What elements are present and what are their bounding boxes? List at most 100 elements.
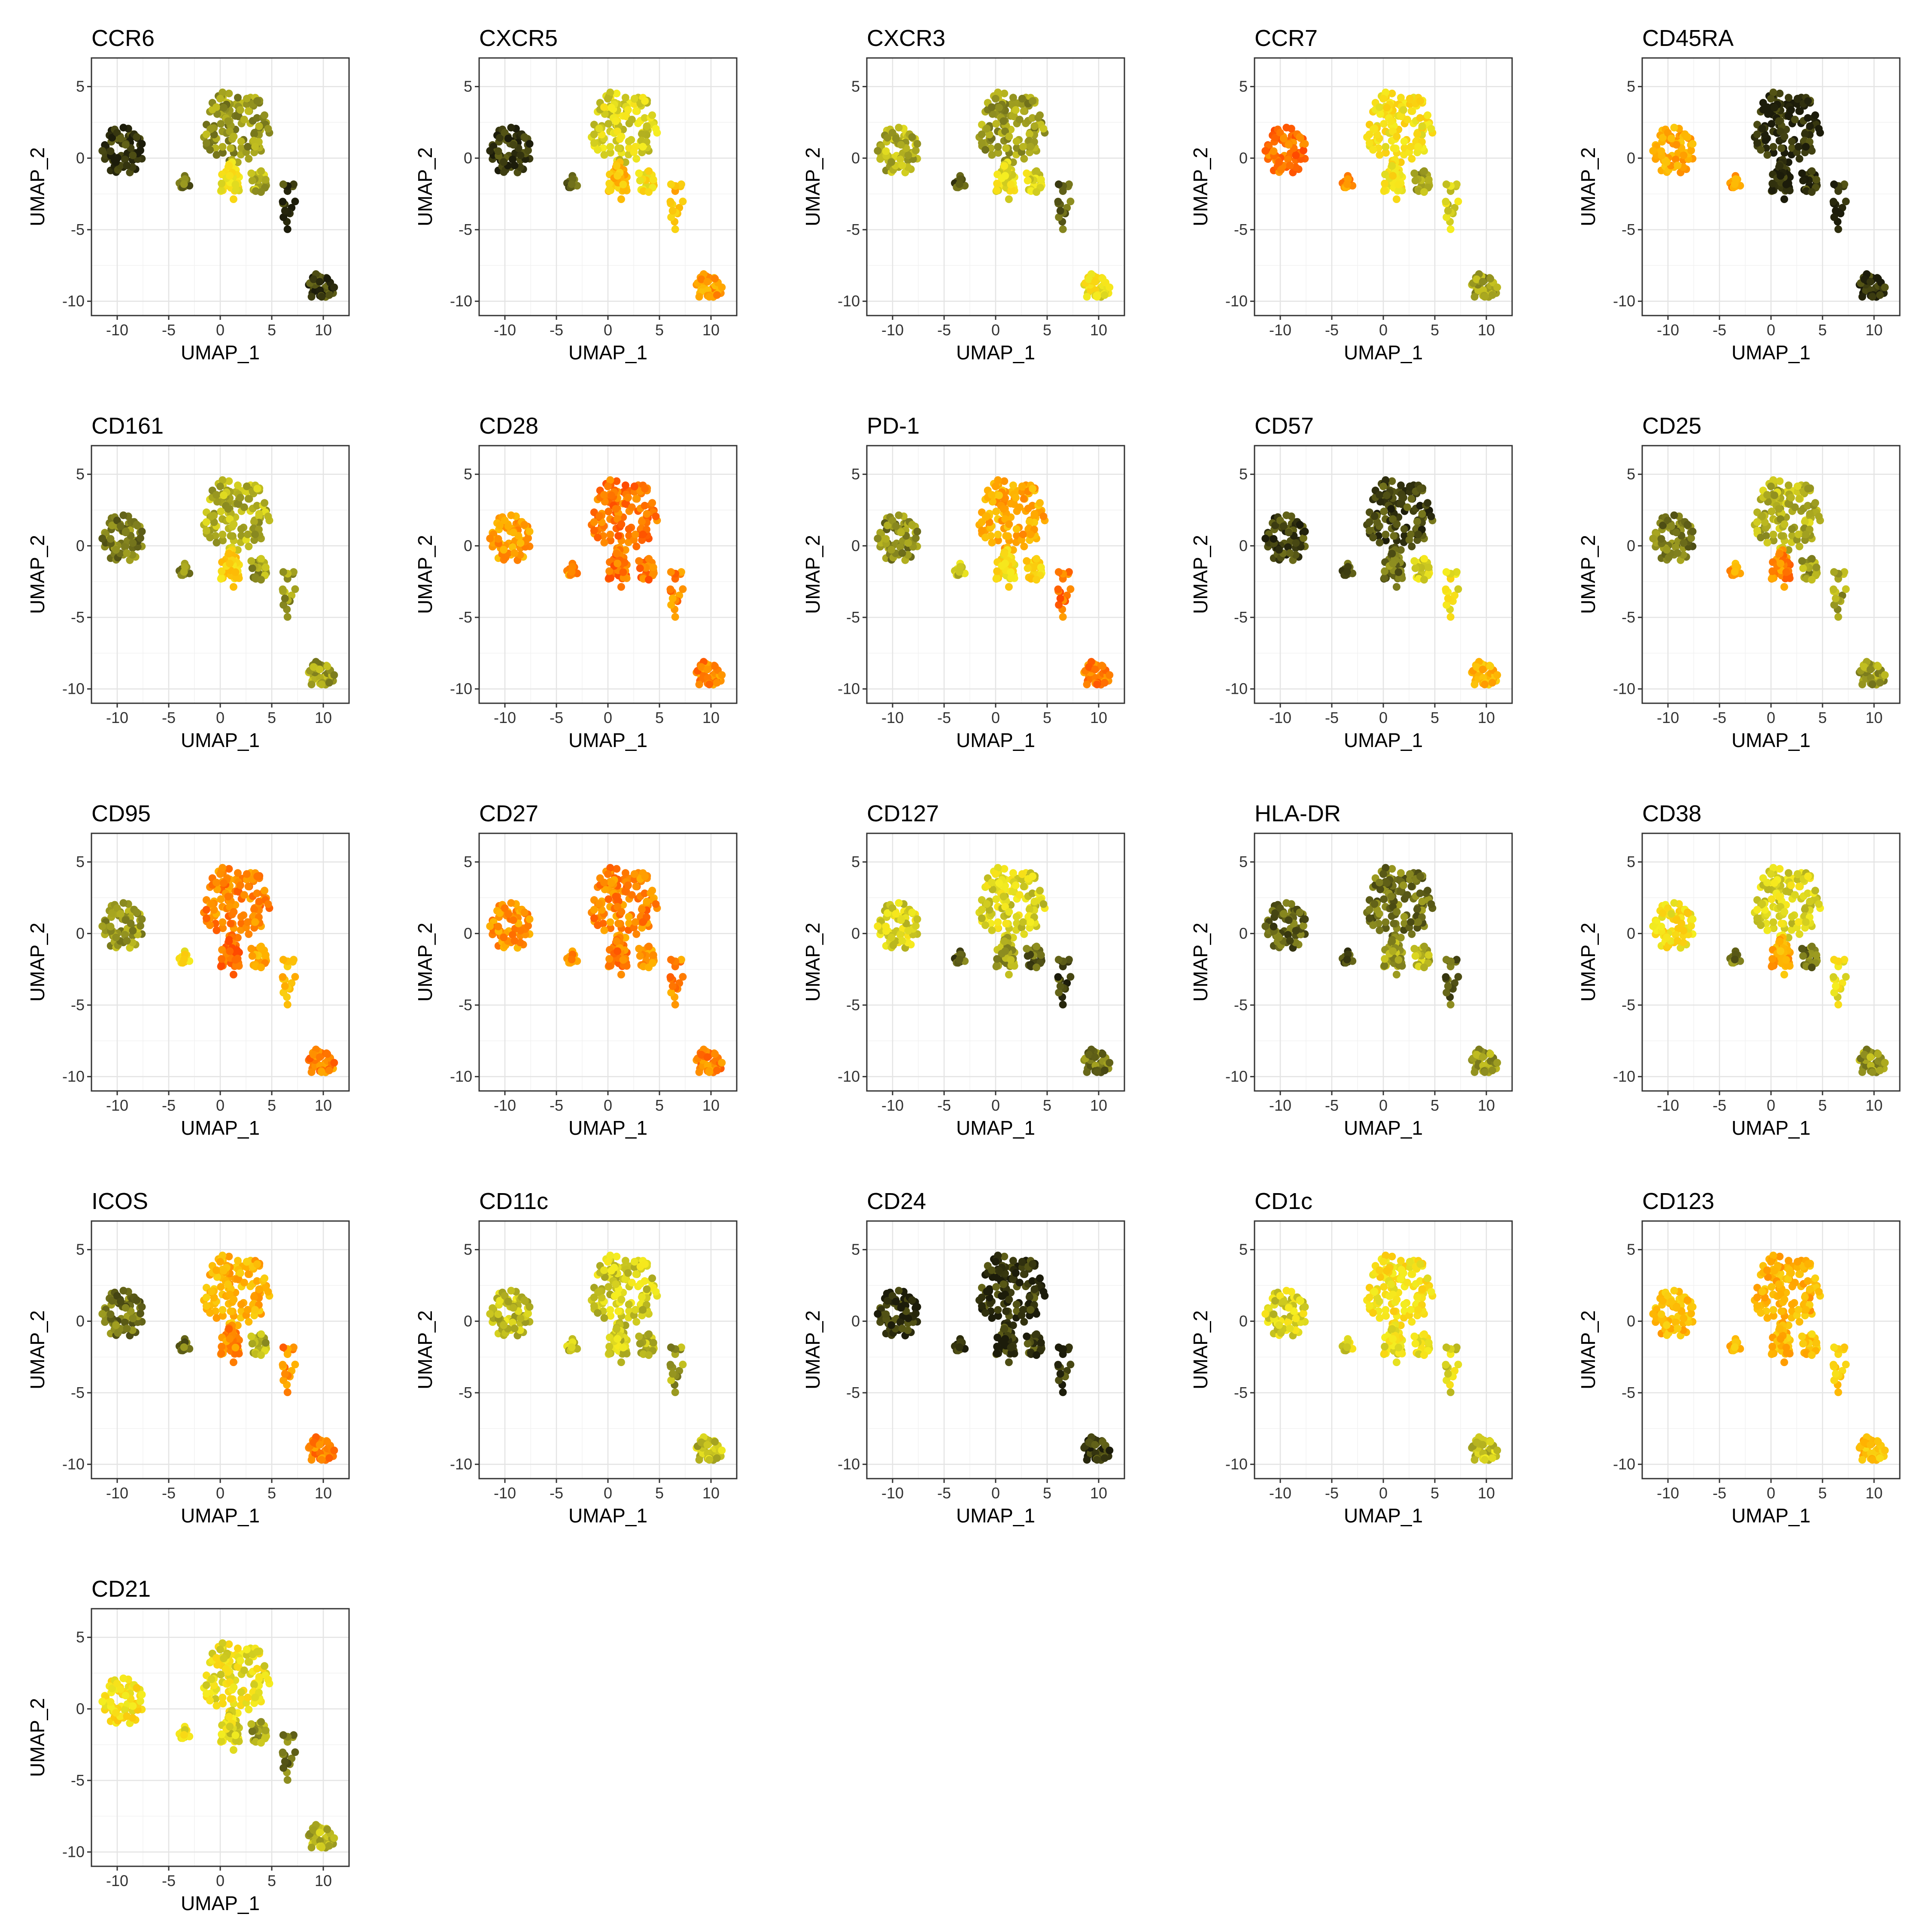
data-point [251,530,259,538]
y-axis-title: UMAP_2 [802,535,824,614]
data-point [636,952,644,960]
data-point [1815,512,1823,520]
data-point [1106,283,1114,292]
data-point [590,131,598,138]
data-point [1376,926,1384,934]
data-point [648,111,656,119]
data-point [600,151,608,159]
y-tick-label: 0 [76,537,85,554]
data-point [1000,865,1009,873]
data-point [1408,542,1416,550]
data-point [1414,918,1422,926]
data-point [1858,293,1866,301]
data-point [628,115,636,124]
data-point [216,94,224,103]
x-tick-label: 10 [1090,1097,1107,1114]
panel-title: CD28 [479,413,538,439]
data-point [595,512,603,520]
data-point [137,922,144,930]
data-point [226,559,234,568]
data-point [108,134,116,142]
panel-title: HLA-DR [1255,801,1341,826]
data-point [1768,507,1776,516]
data-point [897,141,905,149]
data-point [218,955,226,963]
data-point [1390,532,1398,540]
data-point [1830,568,1838,576]
data-point [1416,114,1424,122]
data-point [892,910,900,918]
data-point [1832,594,1840,602]
x-tick-label: -10 [494,709,516,726]
data-point [703,278,711,286]
data-point [981,146,990,154]
data-point [999,117,1008,125]
data-point [1663,158,1671,166]
x-axis-title: UMAP_1 [181,341,260,364]
data-point [218,567,226,575]
data-point [1009,481,1017,489]
x-tick-label: -5 [1325,709,1339,726]
data-point [1059,1000,1067,1009]
data-point [1793,482,1801,490]
data-point [652,125,660,133]
data-point [1782,180,1790,188]
data-point [1005,583,1013,591]
data-point [219,531,227,538]
data-point [1811,499,1820,507]
data-point [1388,477,1396,485]
data-point [1376,151,1384,159]
data-point [257,188,265,196]
data-point [1388,89,1396,97]
data-point [1020,930,1028,938]
data-point [978,914,986,922]
data-point [668,594,677,602]
data-point [510,549,519,557]
data-point [1689,528,1697,535]
data-point [1394,956,1403,964]
data-point [1369,534,1377,541]
data-point [1481,680,1489,689]
x-tick-label: 5 [1043,1097,1051,1114]
data-point [247,169,255,177]
y-tick-label: 0 [76,149,85,167]
data-point [1054,956,1063,964]
data-point [981,534,990,541]
x-axis-title: UMAP_1 [568,341,647,364]
data-point [224,117,232,125]
y-axis-title: UMAP_2 [802,147,824,226]
data-point [711,275,719,283]
data-point [1758,512,1766,520]
point-cloud [874,88,1114,301]
data-point [1282,511,1291,519]
data-point [994,149,1002,157]
data-point [1753,131,1761,138]
data-point [520,908,529,917]
data-point [648,499,656,507]
data-point [991,482,999,490]
data-point [913,528,921,535]
data-point [230,133,238,140]
data-point [1055,601,1063,609]
data-point [1769,531,1777,538]
data-point [213,538,221,547]
data-point [874,147,882,155]
data-point [1381,955,1389,963]
data-point [1777,559,1785,568]
data-point [279,956,287,964]
data-point [1830,180,1838,188]
data-point [632,882,640,890]
data-point [1876,291,1884,299]
data-point [1018,94,1026,103]
data-point [1379,94,1387,103]
point-cloud [486,88,726,301]
data-point [1261,147,1270,155]
data-point [244,495,252,503]
data-point [600,878,608,887]
data-point [1381,179,1389,188]
data-point [1282,124,1291,132]
data-point [892,522,900,530]
data-point [1414,530,1422,538]
